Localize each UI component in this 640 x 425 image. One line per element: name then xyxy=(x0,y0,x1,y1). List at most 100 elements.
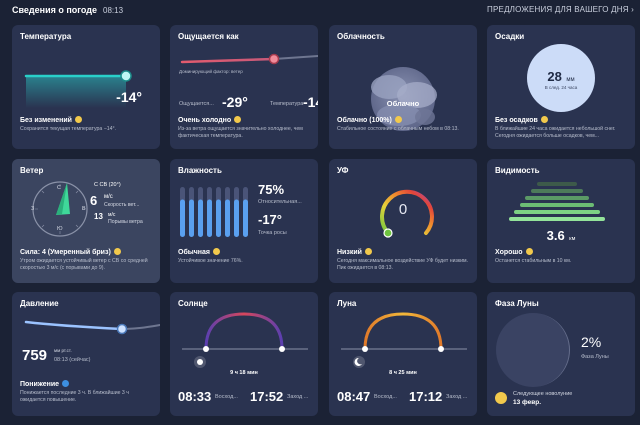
card-title: УФ xyxy=(337,166,349,175)
pressure-sub: 08:13 (сейчас) xyxy=(54,357,91,363)
visibility-value: 3.6 км xyxy=(546,228,576,243)
emoji-icon xyxy=(113,248,121,255)
humidity-bar-fill xyxy=(225,199,230,237)
card-status: Без изменений xyxy=(20,116,82,124)
card-status: Понижение xyxy=(20,380,70,388)
card-title: Облачность xyxy=(337,32,385,41)
card-status: Облачно (100%) xyxy=(337,116,402,124)
emoji-icon xyxy=(394,116,402,123)
humidity-bar-fill xyxy=(189,199,194,237)
emoji-icon xyxy=(213,248,221,255)
page-title: Сведения о погоде 08:13 xyxy=(12,5,124,15)
temp-label: Температура xyxy=(270,101,304,107)
card-visibility[interactable]: Видимость 3.6 км Хорошо Останется стабил… xyxy=(487,159,635,283)
moonrise-time: 08:47 xyxy=(337,389,371,404)
visibility-stack xyxy=(509,182,605,221)
temperature-value: -14° xyxy=(116,89,142,105)
pressure-value: 759 xyxy=(22,347,48,364)
humidity-label: Относительная... xyxy=(258,199,302,205)
card-moon[interactable]: Луна 8 ч 25 мин 08:47 Восход... 17:12 За… xyxy=(329,292,477,416)
temp-value: -14 xyxy=(303,94,318,110)
humidity-bar-fill xyxy=(243,199,248,237)
pressure-graph xyxy=(24,320,160,335)
wind-direction: С СВ (20°) xyxy=(94,182,121,188)
feels-factor: Доминирующий фактор: ветер xyxy=(179,69,243,74)
card-humidity[interactable]: Влажность 75% Относительная... -17° Точк… xyxy=(170,159,318,283)
card-precipitation[interactable]: Осадки 28 мм В след. 24 часа Без осадков… xyxy=(487,25,635,149)
dew-point-label: Точка росы xyxy=(258,230,287,236)
sunset-label: Заход ... xyxy=(287,394,309,400)
moonset-time: 17:12 xyxy=(409,389,443,404)
card-title: Ощущается как xyxy=(178,32,239,41)
card-status: Низкий xyxy=(337,248,372,256)
card-title: Давление xyxy=(20,299,59,308)
daylight-duration: 9 ч 18 мин xyxy=(230,370,258,376)
card-description: Стабильное состояние с облачным небом в … xyxy=(337,126,459,132)
card-title: Осадки xyxy=(495,32,525,41)
humidity-value: 75% xyxy=(258,182,285,197)
card-status: Хорошо xyxy=(495,248,533,256)
sun-arc xyxy=(182,312,308,368)
dew-point-value: -17° xyxy=(258,212,282,227)
card-description: В ближайшие 24 часа ожидается небольшой … xyxy=(495,126,616,139)
card-description: Из-за ветра ощущается значительно холодн… xyxy=(178,126,303,139)
moon-phase-icon xyxy=(495,313,570,404)
card-temperature[interactable]: Температура -14° Без изменений Сохранитс… xyxy=(12,25,160,149)
wind-gust-label: Порывы ветра xyxy=(108,219,143,225)
chevron-right-icon: › xyxy=(631,5,634,14)
card-description: Сегодня максимальное воздействие УФ буде… xyxy=(337,258,469,271)
emoji-icon xyxy=(74,116,82,123)
card-title: Ветер xyxy=(20,166,44,175)
compass-n: С xyxy=(57,185,61,191)
card-pressure[interactable]: Давление 759 мм рт.ст. 08:13 (сейчас) По… xyxy=(12,292,160,416)
wind-speed-unit: м/с xyxy=(104,194,113,200)
card-feels-like[interactable]: Ощущается как Доминирующий фактор: ветер… xyxy=(170,25,318,149)
next-new-moon-date: 13 февр. xyxy=(513,399,542,406)
card-status: Сила: 4 (Умеренный бриз) xyxy=(20,248,121,256)
card-title: Фаза Луны xyxy=(495,299,539,308)
humidity-bar-fill xyxy=(216,199,221,237)
emoji-icon xyxy=(234,116,242,123)
feels-like-graph xyxy=(180,53,318,65)
wind-speed: 6 xyxy=(90,193,98,208)
card-wind[interactable]: Ветер С В Ю З С СВ (20°) 6 м/с Скорость … xyxy=(12,159,160,283)
suggestions-link[interactable]: ПРЕДЛОЖЕНИЯ ДЛЯ ВАШЕГО ДНЯ › xyxy=(487,5,634,14)
feels-label: Ощущается... xyxy=(179,101,214,107)
pressure-unit: мм рт.ст. xyxy=(54,348,72,353)
card-status: Без осадков xyxy=(495,116,548,124)
humidity-bar-fill xyxy=(180,199,185,237)
card-title: Луна xyxy=(337,299,357,308)
card-title: Температура xyxy=(20,32,72,41)
wind-compass xyxy=(32,181,88,237)
cloud-center-label: Облачно xyxy=(386,99,420,108)
compass-w: З xyxy=(31,206,35,212)
card-uv[interactable]: УФ 0 Низкий Сегодня максимальное воздейс… xyxy=(329,159,477,283)
emoji-icon xyxy=(540,116,548,123)
uv-value: 0 xyxy=(398,201,408,218)
card-description: Сохранится текущая температура −14°. xyxy=(20,126,117,132)
humidity-bar-fill xyxy=(207,199,212,237)
card-status: Очень холодно xyxy=(178,116,242,124)
card-description: Останется стабильным в 10 км. xyxy=(495,258,572,264)
card-sun[interactable]: Солнце 9 ч 18 мин 08:33 Восход... 17:52 … xyxy=(170,292,318,416)
card-description: Устойчивое значение 76%. xyxy=(178,258,243,264)
precip-sub: В след. 24 часа xyxy=(544,85,578,90)
cloud-icon xyxy=(371,67,437,131)
sunset-time: 17:52 xyxy=(250,389,284,404)
feels-value: -29° xyxy=(222,94,248,110)
card-title: Солнце xyxy=(178,299,208,308)
moonset-label: Заход ... xyxy=(446,394,468,400)
wind-gust-unit: м/с xyxy=(108,212,116,218)
card-title: Влажность xyxy=(178,166,222,175)
emoji-icon xyxy=(364,248,372,255)
moon-phase-label: Фаза Луны xyxy=(581,354,609,360)
moon-duration: 8 ч 25 мин xyxy=(389,370,417,376)
humidity-bars xyxy=(180,187,248,237)
card-cloud-cover[interactable]: Облачность Облачно Облачно (100%) Стабил… xyxy=(329,25,477,149)
sunrise-time: 08:33 xyxy=(178,389,212,404)
uv-gauge xyxy=(380,189,434,238)
temperature-graph xyxy=(24,70,132,108)
precip-value: 28 мм xyxy=(547,69,575,84)
card-moon-phase[interactable]: Фаза Луны 2% Фаза Луны Следующее новолун… xyxy=(487,292,635,416)
card-description: Утром ожидается устойчивый ветер с СВ со… xyxy=(20,258,148,271)
